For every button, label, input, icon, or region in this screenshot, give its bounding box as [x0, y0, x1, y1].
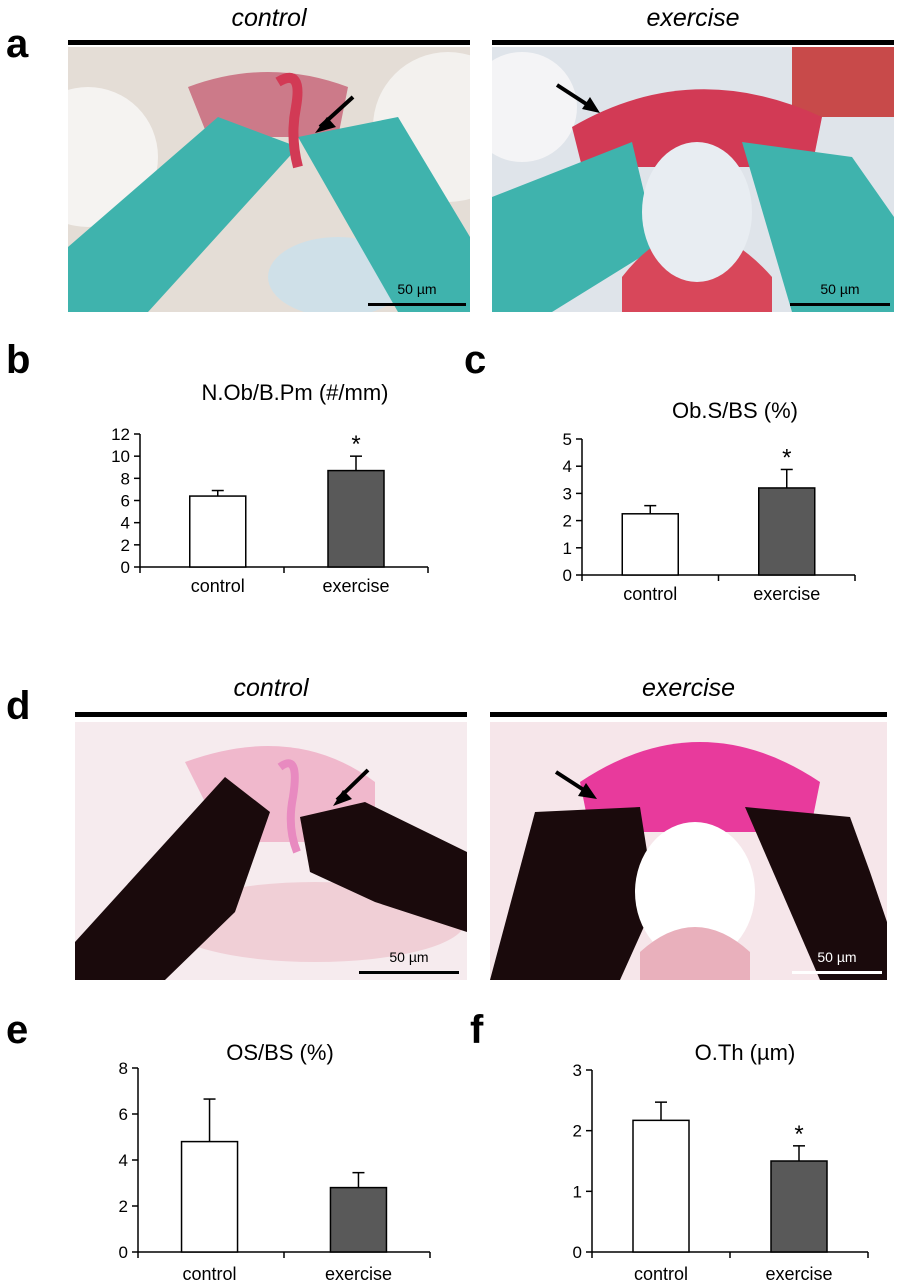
- chart-c-svg: Ob.S/BS (%) 0 1 2 3 4 5 control exercise *: [563, 398, 856, 604]
- bar-exercise: [758, 487, 816, 576]
- y-tick-label: 10: [111, 447, 130, 466]
- bar-exercise: [327, 469, 385, 568]
- y-tick-label: 1: [573, 1182, 582, 1201]
- significance-marker: *: [794, 1121, 803, 1148]
- y-tick-label: 4: [563, 457, 572, 476]
- bar-exercise: [329, 1186, 388, 1253]
- chart-f: O.Th (µm) 0 1 2 3 control exercise *: [530, 1030, 900, 1285]
- scale-label: 50 µm: [389, 949, 429, 965]
- y-tick-label: 8: [121, 469, 130, 488]
- bar-control: [180, 1140, 239, 1253]
- panel-a-control-line: [68, 40, 470, 45]
- chart-title: Ob.S/BS (%): [672, 398, 798, 423]
- panel-letter-d: d: [6, 684, 31, 728]
- y-tick-label: 1: [563, 539, 572, 558]
- y-tick-label: 2: [573, 1122, 582, 1141]
- panel-letter-e: e: [6, 1008, 29, 1052]
- panel-letter-f: f: [470, 1008, 484, 1052]
- category-label: control: [634, 1264, 688, 1284]
- y-tick-label: 6: [119, 1105, 128, 1124]
- scale-bar-d-control: 50 µm: [359, 946, 459, 974]
- chart-title: O.Th (µm): [695, 1040, 796, 1065]
- scale-label: 50 µm: [397, 281, 437, 297]
- panel-letter-a: a: [6, 22, 29, 66]
- y-tick-label: 6: [121, 492, 130, 511]
- y-tick-label: 2: [563, 512, 572, 531]
- bar-exercise: [770, 1160, 828, 1253]
- category-label: control: [191, 576, 245, 596]
- y-tick-label: 2: [119, 1197, 128, 1216]
- category-label: exercise: [753, 584, 820, 604]
- significance-marker: *: [351, 431, 360, 458]
- category-label: control: [183, 1264, 237, 1284]
- panel-d-control-label: control: [233, 674, 309, 702]
- panel-a-control-label: control: [231, 4, 307, 32]
- y-tick-label: 0: [119, 1243, 128, 1262]
- significance-marker: *: [782, 444, 791, 471]
- y-tick-label: 3: [563, 484, 572, 503]
- chart-title: N.Ob/B.Pm (#/mm): [201, 380, 388, 405]
- y-tick-label: 12: [111, 425, 130, 444]
- chart-b-svg: N.Ob/B.Pm (#/mm) 0 2 4 6 8 10 12 control exercise…: [111, 380, 429, 596]
- chart-f-svg: O.Th (µm) 0 1 2 3 control exercise *: [573, 1040, 869, 1284]
- scale-line: [359, 971, 459, 974]
- bar-control: [189, 495, 247, 568]
- chart-e-svg: OS/BS (%) 0 2 4 6 8 control exercise: [119, 1040, 431, 1284]
- y-tick-label: 2: [121, 536, 130, 555]
- scale-bar-a-control: 50 µm: [368, 280, 466, 306]
- scale-bar-d-exercise: 50 µm: [792, 946, 882, 974]
- y-tick-label: 3: [573, 1061, 582, 1080]
- panel-d-control-line: [75, 712, 467, 717]
- y-tick-label: 0: [121, 558, 130, 577]
- category-label: exercise: [322, 576, 389, 596]
- category-label: exercise: [765, 1264, 832, 1284]
- micrograph-a-control: [68, 47, 470, 312]
- category-label: exercise: [325, 1264, 392, 1284]
- y-tick-label: 0: [573, 1243, 582, 1262]
- panel-d-exercise-line: [490, 712, 887, 717]
- micrograph-a-exercise: [492, 47, 894, 312]
- y-tick-label: 5: [563, 430, 572, 449]
- chart-e: OS/BS (%) 0 2 4 6 8 control exercise: [60, 1030, 440, 1285]
- scale-line: [368, 303, 466, 306]
- scale-bar-a-exercise: 50 µm: [790, 280, 890, 306]
- category-label: control: [623, 584, 677, 604]
- y-tick-label: 0: [563, 566, 572, 585]
- panel-letter-c: c: [464, 338, 487, 382]
- panel-d-exercise-label: exercise: [641, 674, 736, 702]
- chart-b: N.Ob/B.Pm (#/mm) 0 2 4 6 8 10 12 control exercise…: [70, 378, 430, 603]
- scale-label: 50 µm: [817, 949, 857, 965]
- panel-a-exercise-label: exercise: [646, 4, 740, 32]
- chart-title: OS/BS (%): [226, 1040, 334, 1065]
- scale-label: 50 µm: [820, 281, 860, 297]
- chart-c: Ob.S/BS (%) 0 1 2 3 4 5 control exercise *: [510, 388, 890, 613]
- y-tick-label: 8: [119, 1059, 128, 1078]
- y-tick-label: 4: [121, 514, 130, 533]
- bar-control: [621, 513, 679, 576]
- micrograph-d-control: [75, 722, 467, 980]
- panel-letter-b: b: [6, 338, 31, 382]
- scale-line: [792, 971, 882, 974]
- bar-control: [632, 1119, 690, 1253]
- panel-a-exercise-line: [492, 40, 894, 45]
- micrograph-d-exercise: [490, 722, 887, 980]
- scale-line: [790, 303, 890, 306]
- y-tick-label: 4: [119, 1151, 128, 1170]
